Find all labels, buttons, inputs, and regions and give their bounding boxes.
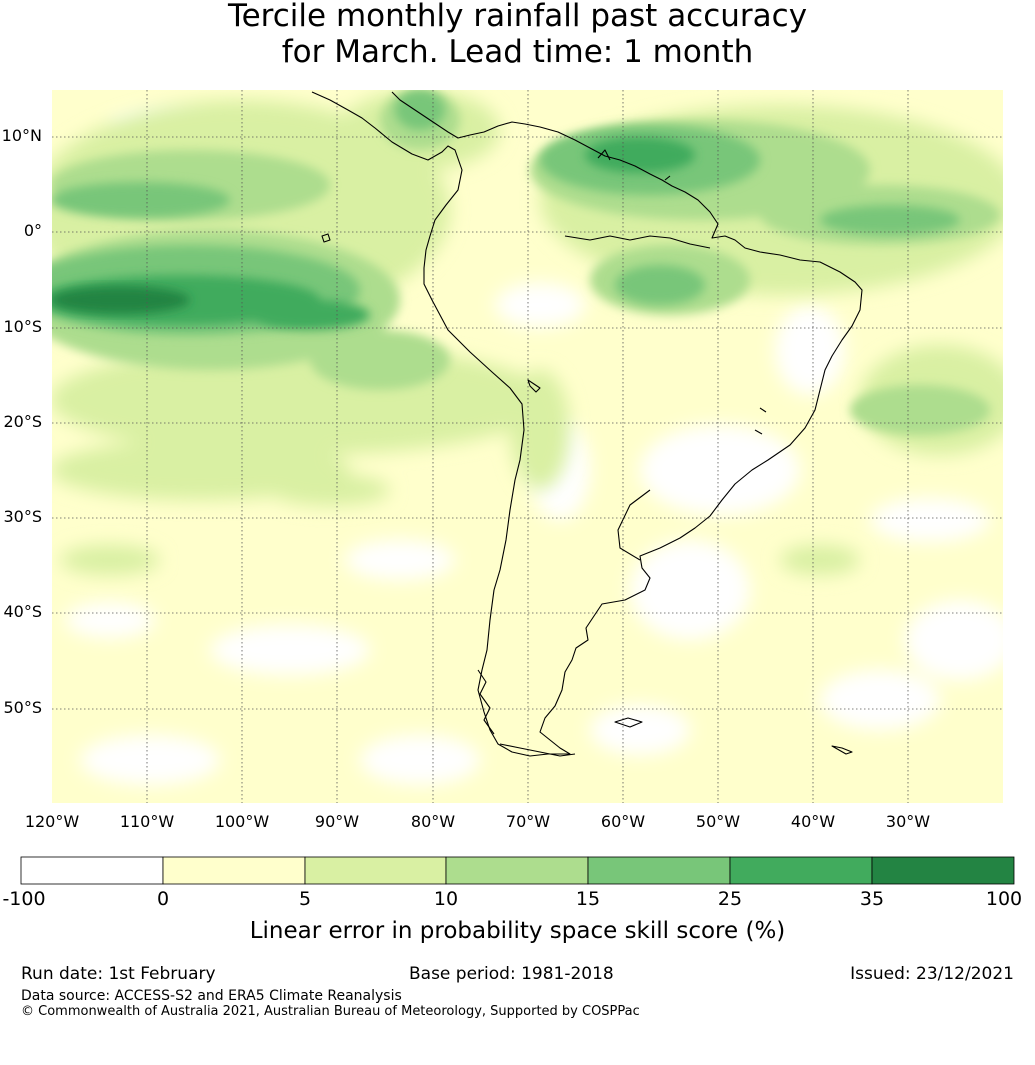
colorbar-tick: 100 xyxy=(985,888,1023,910)
colorbar-tick: 10 xyxy=(433,888,459,910)
colorbar-tick: -100 xyxy=(2,888,46,910)
lon-label: 50°W xyxy=(695,812,741,831)
lon-label: 40°W xyxy=(790,812,836,831)
coastlines xyxy=(311,91,863,757)
lat-label: 10°N xyxy=(1,126,42,145)
colorbar-tick: 35 xyxy=(859,888,885,910)
lat-label: 0° xyxy=(23,221,42,240)
colorbar-tick: 15 xyxy=(575,888,601,910)
colorbar xyxy=(20,856,1015,885)
lat-label: 30°S xyxy=(3,507,42,526)
colorbar-segment-3 xyxy=(304,856,447,885)
colorbar-segment-2 xyxy=(162,856,306,885)
skill-35-100-regions xyxy=(52,286,190,314)
coastline-lake-titicaca xyxy=(527,379,541,393)
coastline-caribbean-islands xyxy=(597,149,767,435)
lon-label: 30°W xyxy=(885,812,931,831)
lat-label: 20°S xyxy=(3,412,42,431)
lat-label: 50°S xyxy=(3,698,42,717)
lon-label: 120°W xyxy=(24,812,80,831)
lon-label: 70°W xyxy=(505,812,551,831)
coastline-tierra-del-fuego xyxy=(499,743,576,757)
lon-label: 80°W xyxy=(410,812,456,831)
map-gridlines xyxy=(52,90,1003,803)
lon-label: 60°W xyxy=(600,812,646,831)
colorbar-segment-5 xyxy=(587,856,731,885)
colorbar-tick: 5 xyxy=(298,888,312,910)
coastline-river-plate xyxy=(617,489,651,561)
colorbar-segment-1 xyxy=(20,856,164,885)
colorbar-segment-6 xyxy=(729,856,873,885)
lon-label: 100°W xyxy=(214,812,270,831)
chart-title-line-2: for March. Lead time: 1 month xyxy=(281,34,754,70)
lat-label: 10°S xyxy=(3,317,42,336)
lon-label: 90°W xyxy=(314,812,360,831)
colorbar-segment-4 xyxy=(445,856,589,885)
coastline-galapagos xyxy=(321,233,331,243)
coastline-south-georgia xyxy=(831,745,853,755)
issued-date: Issued: 23/12/2021 xyxy=(850,964,1014,984)
coastline-falkland-islands xyxy=(614,717,643,728)
colorbar-tick: 25 xyxy=(717,888,743,910)
colorbar-segment-7 xyxy=(871,856,1015,885)
base-period: Base period: 1981-2018 xyxy=(409,964,614,984)
colorbar-tick: 0 xyxy=(156,888,170,910)
colorbar-label: Linear error in probability space skill … xyxy=(249,918,786,944)
data-source: Data source: ACCESS-S2 and ERA5 Climate … xyxy=(21,988,402,1004)
coastline-amazon-river xyxy=(564,235,711,249)
run-date: Run date: 1st February xyxy=(21,964,216,984)
copyright: © Commonwealth of Australia 2021, Austra… xyxy=(21,1004,640,1019)
lon-label: 110°W xyxy=(119,812,175,831)
coastline-patagonia-islands xyxy=(477,669,495,735)
chart-title-line-1: Tercile monthly rainfall past accuracy xyxy=(227,0,808,34)
skill-field xyxy=(52,90,1003,803)
lat-label: 40°S xyxy=(3,602,42,621)
coastline-south-america xyxy=(311,91,863,757)
